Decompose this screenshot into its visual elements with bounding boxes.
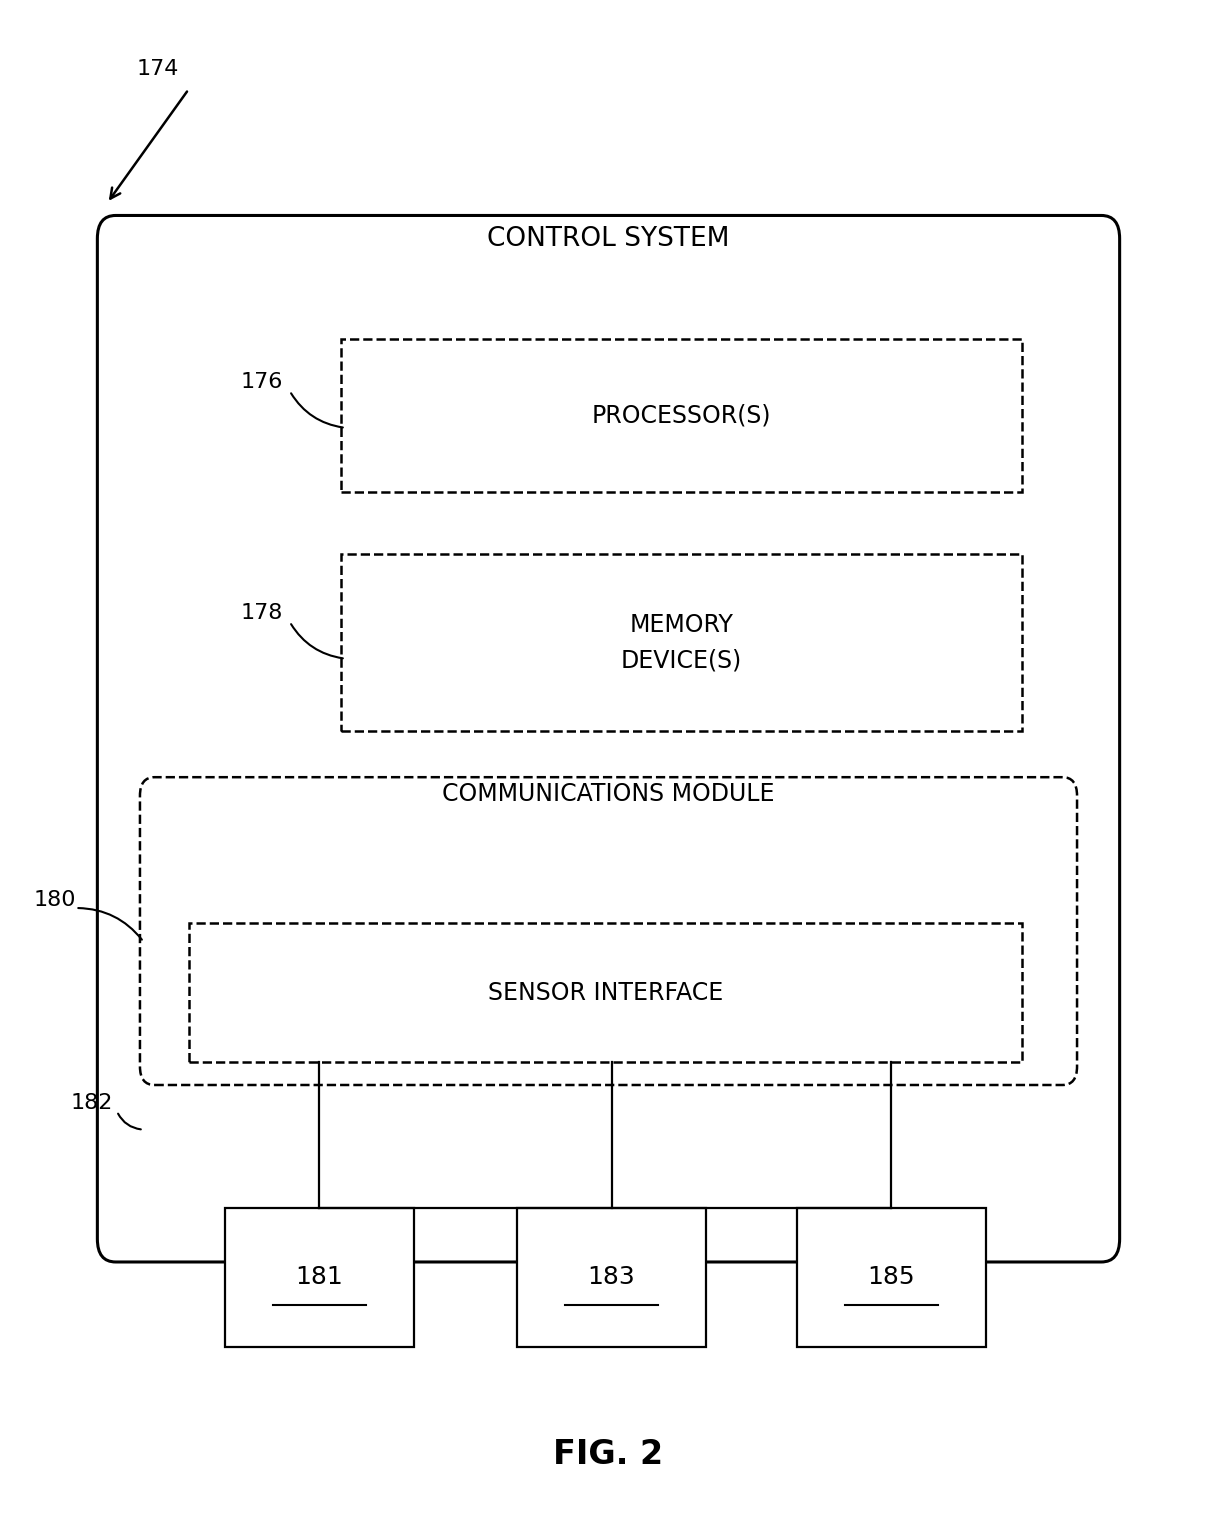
Text: COMMUNICATIONS MODULE: COMMUNICATIONS MODULE: [442, 782, 775, 806]
FancyBboxPatch shape: [797, 1208, 986, 1347]
Text: PROCESSOR(S): PROCESSOR(S): [591, 403, 772, 428]
FancyBboxPatch shape: [225, 1208, 414, 1347]
FancyBboxPatch shape: [97, 215, 1120, 1262]
FancyBboxPatch shape: [517, 1208, 706, 1347]
Text: SENSOR INTERFACE: SENSOR INTERFACE: [488, 980, 723, 1005]
Text: 174: 174: [138, 60, 179, 78]
Text: 180: 180: [34, 891, 75, 910]
FancyBboxPatch shape: [140, 777, 1077, 1085]
Text: 181: 181: [296, 1265, 343, 1290]
Text: 183: 183: [588, 1265, 635, 1290]
Text: CONTROL SYSTEM: CONTROL SYSTEM: [487, 226, 730, 251]
Text: MEMORY
DEVICE(S): MEMORY DEVICE(S): [621, 613, 742, 673]
Text: FIG. 2: FIG. 2: [554, 1437, 663, 1471]
FancyBboxPatch shape: [189, 923, 1022, 1062]
Text: 176: 176: [241, 372, 282, 391]
Text: 185: 185: [868, 1265, 915, 1290]
Text: 178: 178: [241, 603, 282, 622]
FancyBboxPatch shape: [341, 339, 1022, 492]
Text: 182: 182: [71, 1094, 112, 1113]
FancyBboxPatch shape: [341, 554, 1022, 731]
